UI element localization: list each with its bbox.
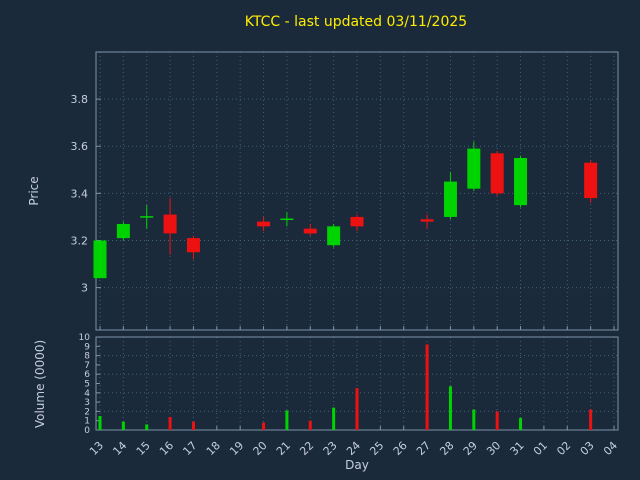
volume-bar-day-27 xyxy=(425,344,429,430)
x-tick-label: 25 xyxy=(367,439,386,458)
candle-body-day-14 xyxy=(116,223,130,239)
volume-bar-day-30 xyxy=(495,411,499,430)
x-tick-label: 04 xyxy=(601,439,620,458)
volume-bar-day-24 xyxy=(355,388,359,430)
volume-axis-label: Volume (0000) xyxy=(33,340,47,428)
volume-bar-day-03 xyxy=(589,409,593,430)
volume-bar-day-16 xyxy=(168,416,172,430)
volume-bar-day-29 xyxy=(472,409,476,430)
price-axis-label: Price xyxy=(27,176,41,205)
volume-tick-label: 1 xyxy=(84,417,90,427)
x-tick-label: 28 xyxy=(437,439,456,458)
volume-tick-label: 10 xyxy=(79,333,91,343)
x-tick-label: 15 xyxy=(134,439,153,458)
volume-tick-label: 8 xyxy=(84,352,90,362)
candle-body-day-30 xyxy=(490,153,504,194)
x-tick-label: 31 xyxy=(508,439,527,458)
x-tick-label: 27 xyxy=(414,439,433,458)
price-tick-label: 3.4 xyxy=(71,187,89,200)
x-axis-label: Day xyxy=(345,458,369,472)
x-tick-label: 02 xyxy=(554,439,573,458)
volume-bar-day-23 xyxy=(332,407,336,430)
volume-tick-label: 3 xyxy=(84,398,90,408)
volume-tick-label: 9 xyxy=(84,342,90,352)
x-tick-label: 19 xyxy=(227,439,246,458)
candle-body-day-23 xyxy=(327,226,341,246)
volume-tick-label: 6 xyxy=(84,370,90,380)
candle-body-day-24 xyxy=(350,216,364,227)
x-tick-label: 29 xyxy=(461,439,480,458)
candle-body-day-31 xyxy=(514,158,528,206)
price-tick-label: 3 xyxy=(81,282,88,295)
chart-title: KTCC - last updated 03/11/2025 xyxy=(245,14,467,30)
volume-bar-day-21 xyxy=(285,410,289,430)
price-tick-label: 3.6 xyxy=(71,140,89,153)
volume-bar-day-13 xyxy=(98,416,102,430)
candle-body-day-03 xyxy=(584,162,598,199)
x-tick-label: 18 xyxy=(204,439,223,458)
x-tick-label: 17 xyxy=(180,439,199,458)
volume-tick-label: 4 xyxy=(84,389,90,399)
volume-tick-label: 7 xyxy=(84,361,90,371)
x-tick-label: 14 xyxy=(110,439,129,458)
volume-bar-day-31 xyxy=(519,417,523,430)
x-tick-label: 13 xyxy=(87,439,106,458)
x-tick-label: 23 xyxy=(321,439,340,458)
volume-bar-day-28 xyxy=(448,386,452,430)
candle-body-day-13 xyxy=(93,240,107,279)
price-tick-label: 3.8 xyxy=(71,93,89,106)
x-tick-label: 24 xyxy=(344,439,363,458)
x-tick-label: 26 xyxy=(391,439,410,458)
volume-tick-label: 2 xyxy=(84,407,90,417)
volume-tick-label: 0 xyxy=(84,426,90,436)
x-tick-label: 01 xyxy=(531,439,550,458)
volume-bar-day-15 xyxy=(145,424,149,430)
candle-body-day-17 xyxy=(186,238,200,253)
x-tick-label: 21 xyxy=(274,439,293,458)
candle-body-day-22 xyxy=(303,228,317,234)
price-panel-frame xyxy=(95,51,619,331)
volume-bar-day-17 xyxy=(191,421,195,430)
candle-body-day-27 xyxy=(420,219,434,222)
volume-tick-label: 5 xyxy=(84,380,90,390)
price-tick-label: 3.2 xyxy=(71,234,89,247)
x-tick-label: 03 xyxy=(578,439,597,458)
candle-body-day-28 xyxy=(443,181,457,217)
volume-bar-day-14 xyxy=(121,421,125,430)
candle-body-day-29 xyxy=(467,148,481,189)
x-tick-label: 16 xyxy=(157,439,176,458)
x-tick-label: 30 xyxy=(484,439,503,458)
volume-bar-day-22 xyxy=(308,420,312,430)
candle-body-day-20 xyxy=(257,221,271,227)
x-tick-label: 22 xyxy=(297,439,316,458)
candle-body-day-16 xyxy=(163,214,177,234)
x-tick-label: 20 xyxy=(251,439,270,458)
volume-bar-day-20 xyxy=(262,422,266,430)
